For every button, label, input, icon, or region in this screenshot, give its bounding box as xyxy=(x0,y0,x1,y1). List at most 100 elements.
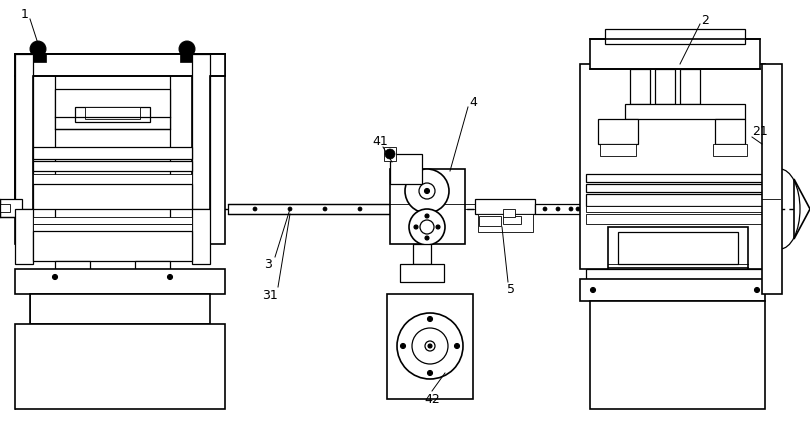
Circle shape xyxy=(53,275,58,280)
Circle shape xyxy=(419,184,435,200)
Text: 21: 21 xyxy=(752,125,768,138)
Bar xyxy=(479,216,501,226)
Bar xyxy=(586,194,764,207)
Bar xyxy=(15,55,33,209)
Circle shape xyxy=(397,313,463,379)
Text: 31: 31 xyxy=(262,289,278,302)
Bar xyxy=(590,40,760,70)
Circle shape xyxy=(400,344,406,349)
Circle shape xyxy=(428,344,432,348)
Bar xyxy=(170,65,195,234)
Bar xyxy=(715,120,745,145)
Text: 5: 5 xyxy=(507,283,515,296)
Text: 41: 41 xyxy=(372,135,388,148)
Bar xyxy=(586,175,764,183)
Bar xyxy=(387,294,473,399)
Bar xyxy=(586,215,764,225)
Circle shape xyxy=(179,42,195,58)
Bar xyxy=(384,148,396,162)
Bar xyxy=(15,324,225,409)
Bar xyxy=(598,120,638,145)
Circle shape xyxy=(323,208,326,211)
Circle shape xyxy=(425,215,429,219)
Bar xyxy=(228,205,390,215)
Bar xyxy=(586,184,764,193)
Circle shape xyxy=(405,170,449,213)
Bar xyxy=(680,70,700,105)
Bar xyxy=(535,205,590,215)
Bar xyxy=(85,108,140,120)
Bar xyxy=(503,209,515,218)
Bar xyxy=(33,175,192,184)
Circle shape xyxy=(254,208,257,211)
Circle shape xyxy=(436,226,440,230)
Bar xyxy=(15,209,33,265)
Circle shape xyxy=(414,226,418,230)
Text: 42: 42 xyxy=(424,392,440,406)
Bar xyxy=(390,170,465,244)
Bar xyxy=(586,269,764,279)
Bar xyxy=(762,65,782,294)
Bar xyxy=(580,279,765,301)
Bar xyxy=(0,200,22,218)
Bar xyxy=(655,70,675,105)
Bar xyxy=(55,261,90,269)
Bar xyxy=(713,145,747,157)
Text: 1: 1 xyxy=(21,8,29,21)
Text: 3: 3 xyxy=(264,258,272,271)
Bar xyxy=(33,162,192,172)
Bar xyxy=(75,108,150,123)
Circle shape xyxy=(454,344,459,349)
Circle shape xyxy=(424,189,429,194)
Circle shape xyxy=(754,288,760,293)
Bar xyxy=(15,55,225,77)
Bar xyxy=(33,148,192,159)
Circle shape xyxy=(425,341,435,351)
Bar xyxy=(33,225,192,231)
Bar xyxy=(192,55,210,209)
Polygon shape xyxy=(794,180,810,240)
Bar xyxy=(33,184,192,209)
Bar xyxy=(503,216,521,225)
Circle shape xyxy=(358,208,362,211)
Bar xyxy=(55,90,170,130)
Bar xyxy=(605,30,745,45)
Bar xyxy=(30,294,210,324)
Circle shape xyxy=(409,209,445,245)
Circle shape xyxy=(590,288,595,293)
Circle shape xyxy=(556,208,560,211)
Bar xyxy=(30,55,46,63)
Bar xyxy=(586,207,764,212)
Circle shape xyxy=(168,275,173,280)
Bar xyxy=(15,269,225,294)
Circle shape xyxy=(428,317,433,322)
Circle shape xyxy=(385,150,395,159)
Bar xyxy=(192,209,210,265)
Circle shape xyxy=(576,208,580,211)
Bar xyxy=(33,218,192,225)
Bar xyxy=(33,231,192,261)
Bar xyxy=(608,227,748,269)
Bar xyxy=(630,70,650,105)
Bar xyxy=(475,200,535,215)
Circle shape xyxy=(425,237,429,240)
Bar xyxy=(15,55,225,244)
Bar xyxy=(580,65,765,269)
Bar xyxy=(625,105,745,120)
Circle shape xyxy=(30,42,46,58)
Text: 4: 4 xyxy=(469,96,477,109)
Circle shape xyxy=(412,328,448,364)
Bar xyxy=(618,233,738,265)
Bar xyxy=(590,301,765,409)
Bar xyxy=(180,55,196,63)
Circle shape xyxy=(420,220,434,234)
Bar xyxy=(478,215,533,233)
Text: 2: 2 xyxy=(701,14,709,26)
Bar xyxy=(600,145,636,157)
Bar xyxy=(0,205,10,212)
Circle shape xyxy=(288,208,292,211)
Bar xyxy=(400,265,444,283)
Bar xyxy=(135,261,170,269)
Circle shape xyxy=(544,208,547,211)
Circle shape xyxy=(569,208,573,211)
